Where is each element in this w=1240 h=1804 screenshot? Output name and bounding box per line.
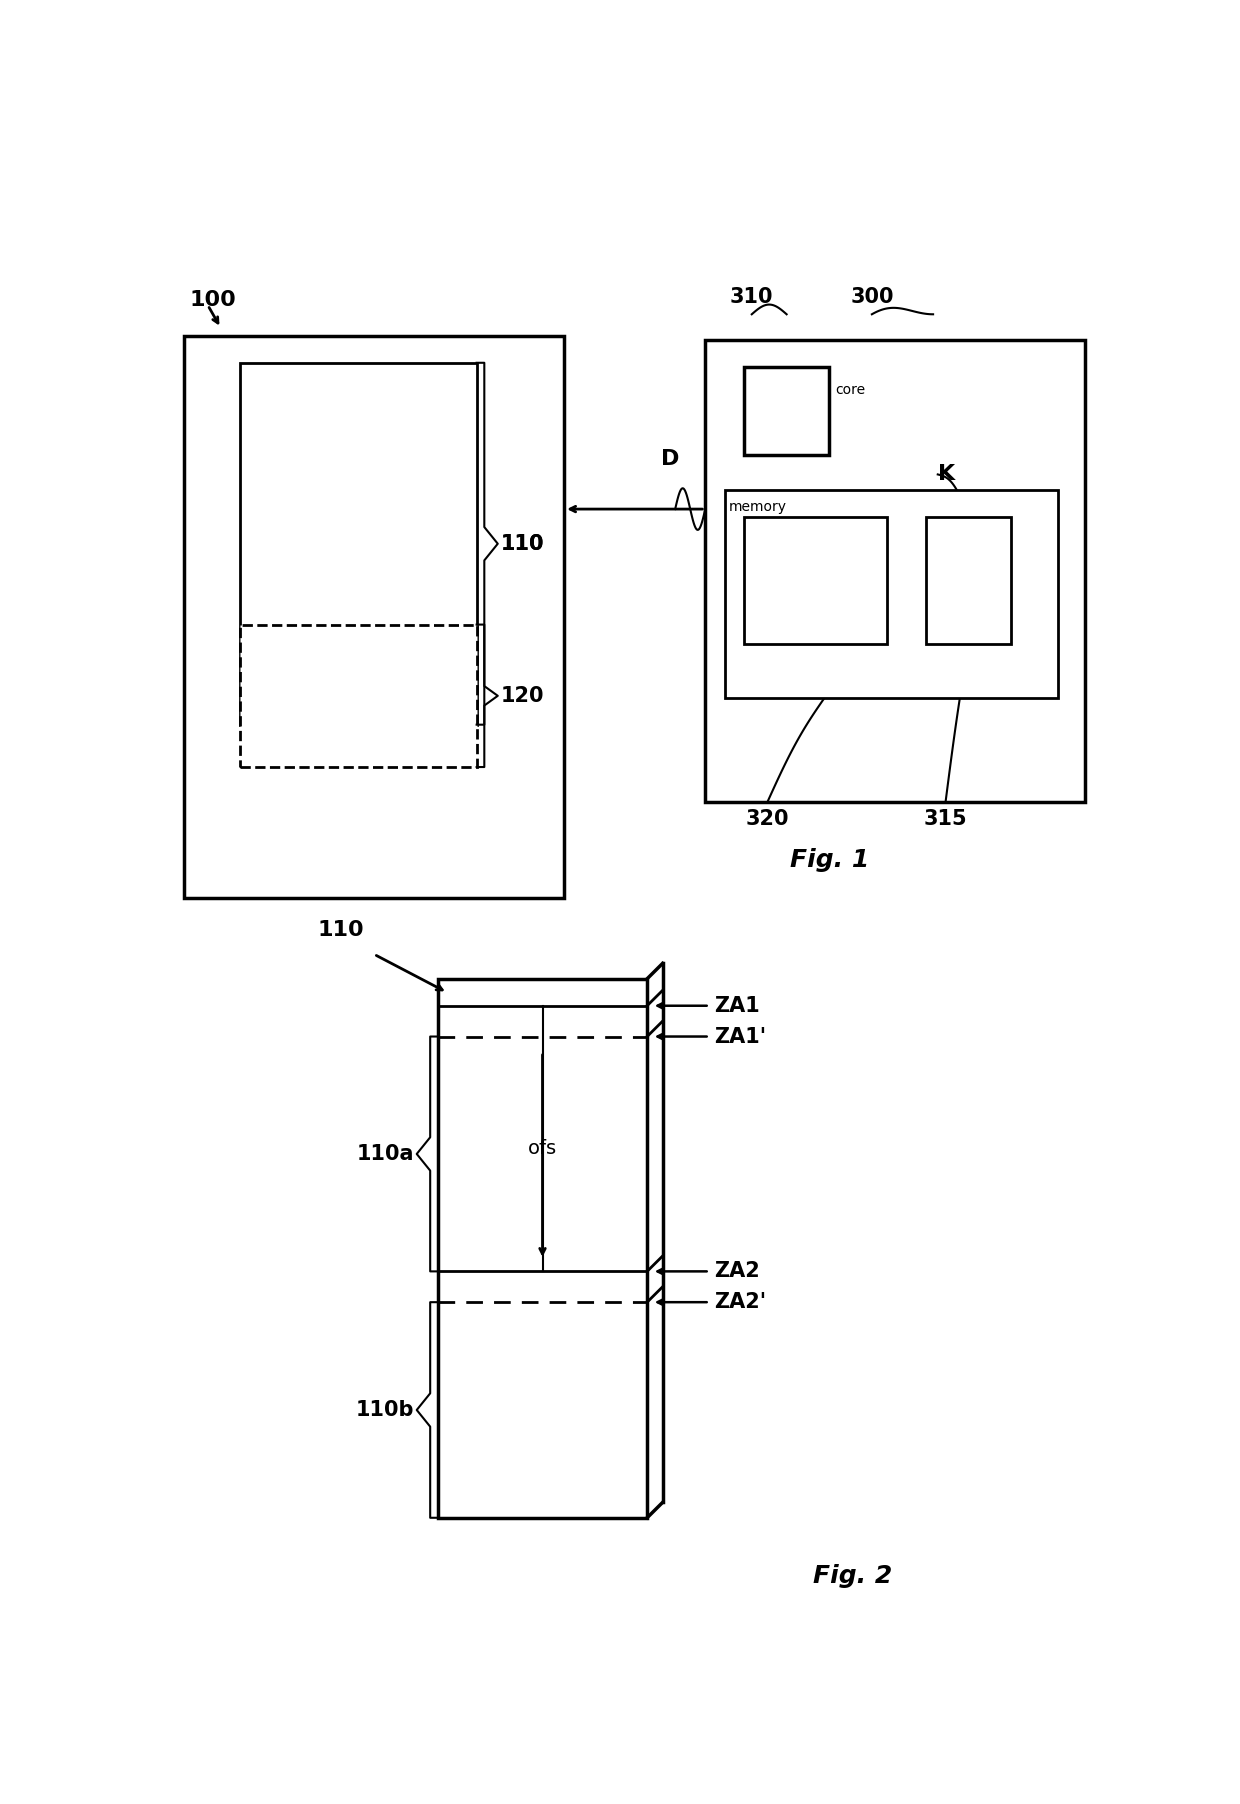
- Text: 120: 120: [501, 686, 544, 705]
- Text: 320: 320: [745, 810, 789, 830]
- Text: ZA1: ZA1: [714, 996, 760, 1016]
- Bar: [185, 336, 564, 898]
- Text: ZA1': ZA1': [714, 1026, 766, 1046]
- Text: Fig. 2: Fig. 2: [813, 1564, 892, 1588]
- Bar: [724, 491, 1058, 698]
- Bar: [438, 980, 647, 1517]
- Text: core: core: [836, 382, 866, 397]
- Text: 310: 310: [730, 287, 774, 307]
- Bar: [744, 516, 888, 644]
- Text: ZA2: ZA2: [714, 1261, 760, 1281]
- Text: ofs: ofs: [528, 1138, 557, 1158]
- Text: 110: 110: [501, 534, 544, 554]
- Text: 100: 100: [190, 290, 237, 310]
- Text: program: program: [745, 529, 805, 543]
- Text: memory: memory: [729, 500, 786, 514]
- Bar: [744, 366, 830, 455]
- Text: Fig. 1: Fig. 1: [790, 848, 869, 871]
- Text: K: K: [937, 464, 955, 485]
- Text: 110: 110: [501, 534, 544, 554]
- Text: 315: 315: [924, 810, 967, 830]
- Bar: [241, 363, 476, 725]
- Text: D: D: [661, 449, 680, 469]
- Text: 110b: 110b: [356, 1400, 414, 1420]
- Text: ZA2': ZA2': [714, 1292, 766, 1312]
- Text: 110a: 110a: [356, 1144, 414, 1164]
- Text: 300: 300: [851, 287, 894, 307]
- Bar: [926, 516, 1012, 644]
- Bar: [706, 339, 1085, 801]
- Bar: [241, 624, 476, 767]
- Text: 110: 110: [317, 920, 365, 940]
